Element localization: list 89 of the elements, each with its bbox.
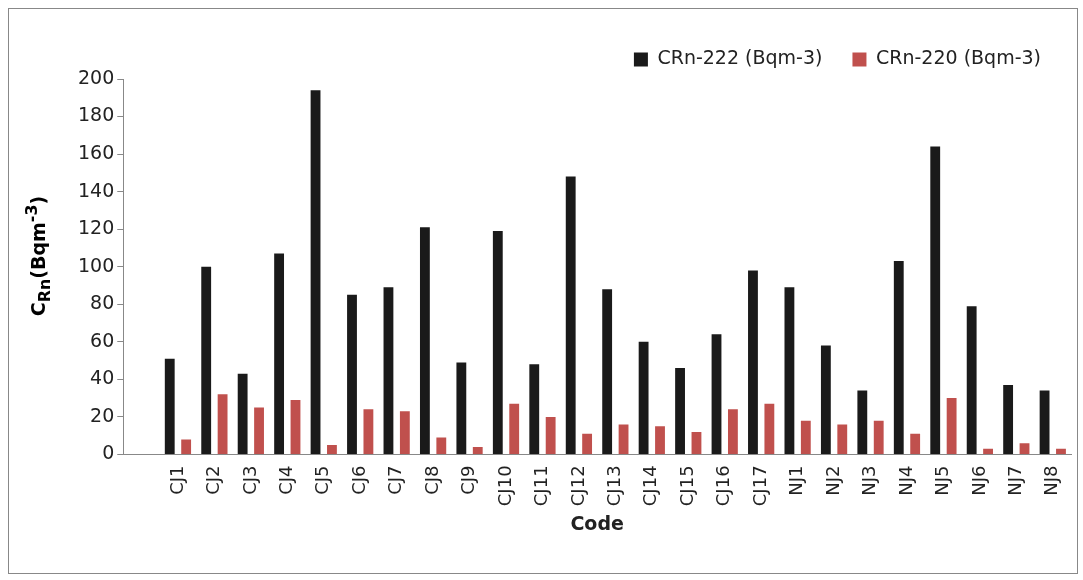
bar (1003, 384, 1014, 454)
x-tick-label: CJ14 (639, 465, 661, 507)
bar (201, 266, 212, 454)
bar (492, 231, 503, 454)
bar (857, 390, 868, 454)
x-tick-label: CJ3 (238, 465, 260, 495)
y-tick-label: 60 (90, 328, 115, 351)
bar (711, 334, 722, 454)
bar (727, 409, 738, 454)
y-tick-label: 100 (78, 253, 115, 276)
bar (691, 431, 702, 454)
bar (217, 394, 228, 454)
bar (545, 416, 556, 454)
x-tick-label: NJ2 (821, 465, 843, 496)
bar (946, 398, 957, 454)
bar (873, 420, 884, 454)
y-tick-label: 80 (90, 291, 115, 314)
x-axis-title: Code (570, 511, 624, 534)
x-tick-label: CJ2 (202, 465, 224, 495)
bar (983, 448, 993, 454)
x-tick-label: CJ10 (493, 465, 515, 507)
bar (347, 294, 357, 454)
x-tick-label: CJ8 (420, 465, 442, 495)
x-tick-label: CJ1 (165, 465, 187, 495)
bar (602, 289, 613, 454)
y-tick-label: 180 (78, 103, 115, 126)
bar (675, 368, 685, 454)
y-tick-label: 160 (78, 141, 115, 164)
x-tick-label: CJ12 (566, 465, 588, 507)
bar (910, 433, 921, 454)
bar (363, 409, 374, 454)
bar (509, 403, 520, 454)
bar (800, 420, 811, 454)
x-tick-label: CJ5 (311, 465, 333, 495)
bar (254, 407, 264, 454)
x-tick-label: NJ5 (931, 465, 953, 496)
bar (327, 445, 337, 454)
x-tick-label: CJ7 (384, 465, 406, 495)
bar (655, 426, 665, 454)
x-tick-label: CJ11 (530, 465, 552, 507)
bar (383, 287, 394, 454)
bar (764, 403, 775, 454)
legend-label: CRn-220 (Bqm-3) (875, 46, 1041, 69)
bar (1039, 390, 1050, 454)
bar (164, 358, 175, 454)
legend-label: CRn-222 (Bqm-3) (657, 46, 823, 69)
bar (618, 424, 629, 454)
bar (837, 424, 848, 454)
bar (893, 261, 904, 454)
bar (638, 341, 649, 454)
y-tick-label: 20 (90, 403, 115, 426)
bar (456, 362, 467, 454)
bar (529, 364, 540, 454)
x-tick-label: NJ3 (858, 465, 880, 496)
bar (784, 287, 795, 454)
x-tick-label: NJ4 (894, 465, 916, 496)
bar (237, 373, 248, 454)
bar (472, 446, 483, 454)
y-tick-label: 200 (78, 65, 115, 88)
bar (582, 433, 593, 454)
x-tick-label: NJ7 (1003, 465, 1025, 496)
y-tick-label: 140 (78, 178, 115, 201)
bar (274, 253, 285, 454)
bar (1056, 448, 1066, 454)
bar (399, 411, 410, 454)
bar (290, 399, 301, 454)
y-tick-label: 0 (102, 441, 115, 464)
x-tick-label: NJ1 (785, 465, 807, 496)
y-tick-label: 40 (90, 366, 115, 389)
bar (310, 90, 321, 454)
bar (966, 306, 977, 454)
y-tick-label: 120 (78, 216, 115, 239)
x-tick-label: CJ9 (457, 465, 479, 495)
x-tick-label: CJ4 (274, 465, 296, 495)
x-tick-label: NJ8 (1040, 465, 1062, 496)
x-tick-label: CJ15 (675, 465, 697, 507)
bar (419, 227, 430, 454)
bar (1019, 443, 1030, 454)
bar (748, 270, 758, 454)
bar (436, 437, 447, 454)
x-tick-label: CJ13 (603, 465, 625, 507)
bar (820, 345, 831, 454)
x-tick-label: CJ16 (712, 465, 734, 507)
x-tick-label: CJ17 (748, 465, 770, 507)
x-tick-label: NJ6 (967, 465, 989, 496)
bar (565, 176, 576, 454)
x-tick-label: CJ6 (347, 465, 369, 495)
bar (930, 146, 941, 454)
bar (181, 439, 192, 454)
